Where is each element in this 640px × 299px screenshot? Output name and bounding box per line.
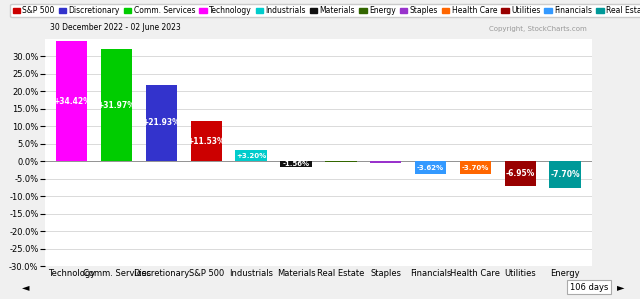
Text: -6.95%: -6.95% (506, 169, 535, 178)
Text: Copyright, StockCharts.com: Copyright, StockCharts.com (489, 26, 586, 32)
Bar (460, 161, 491, 174)
Bar (549, 161, 580, 188)
Text: +34.42%: +34.42% (53, 97, 91, 106)
Bar (325, 161, 356, 162)
Bar (101, 49, 132, 161)
Bar (370, 161, 401, 163)
Bar (504, 161, 536, 185)
Text: 30 December 2022 - 02 June 2023: 30 December 2022 - 02 June 2023 (51, 23, 181, 32)
Text: 106 days: 106 days (570, 283, 608, 292)
Text: +31.97%: +31.97% (98, 101, 136, 110)
Bar (280, 161, 312, 167)
Bar (56, 41, 88, 161)
Bar (191, 121, 222, 161)
Text: ►: ► (617, 282, 625, 292)
Text: +11.53%: +11.53% (188, 137, 225, 146)
Text: -3.70%: -3.70% (461, 165, 489, 171)
Bar (146, 85, 177, 161)
Text: -7.70%: -7.70% (550, 170, 580, 179)
Text: -3.62%: -3.62% (417, 164, 444, 170)
Bar (415, 161, 446, 174)
Bar (236, 150, 267, 161)
Text: +21.93%: +21.93% (143, 118, 180, 127)
Text: +3.20%: +3.20% (236, 152, 266, 159)
Text: -1.56%: -1.56% (282, 161, 310, 167)
Text: ◄: ◄ (22, 282, 29, 292)
Legend: S&P 500, Discretionary, Comm. Services, Technology, Industrials, Materials, Ener: S&P 500, Discretionary, Comm. Services, … (10, 4, 640, 17)
